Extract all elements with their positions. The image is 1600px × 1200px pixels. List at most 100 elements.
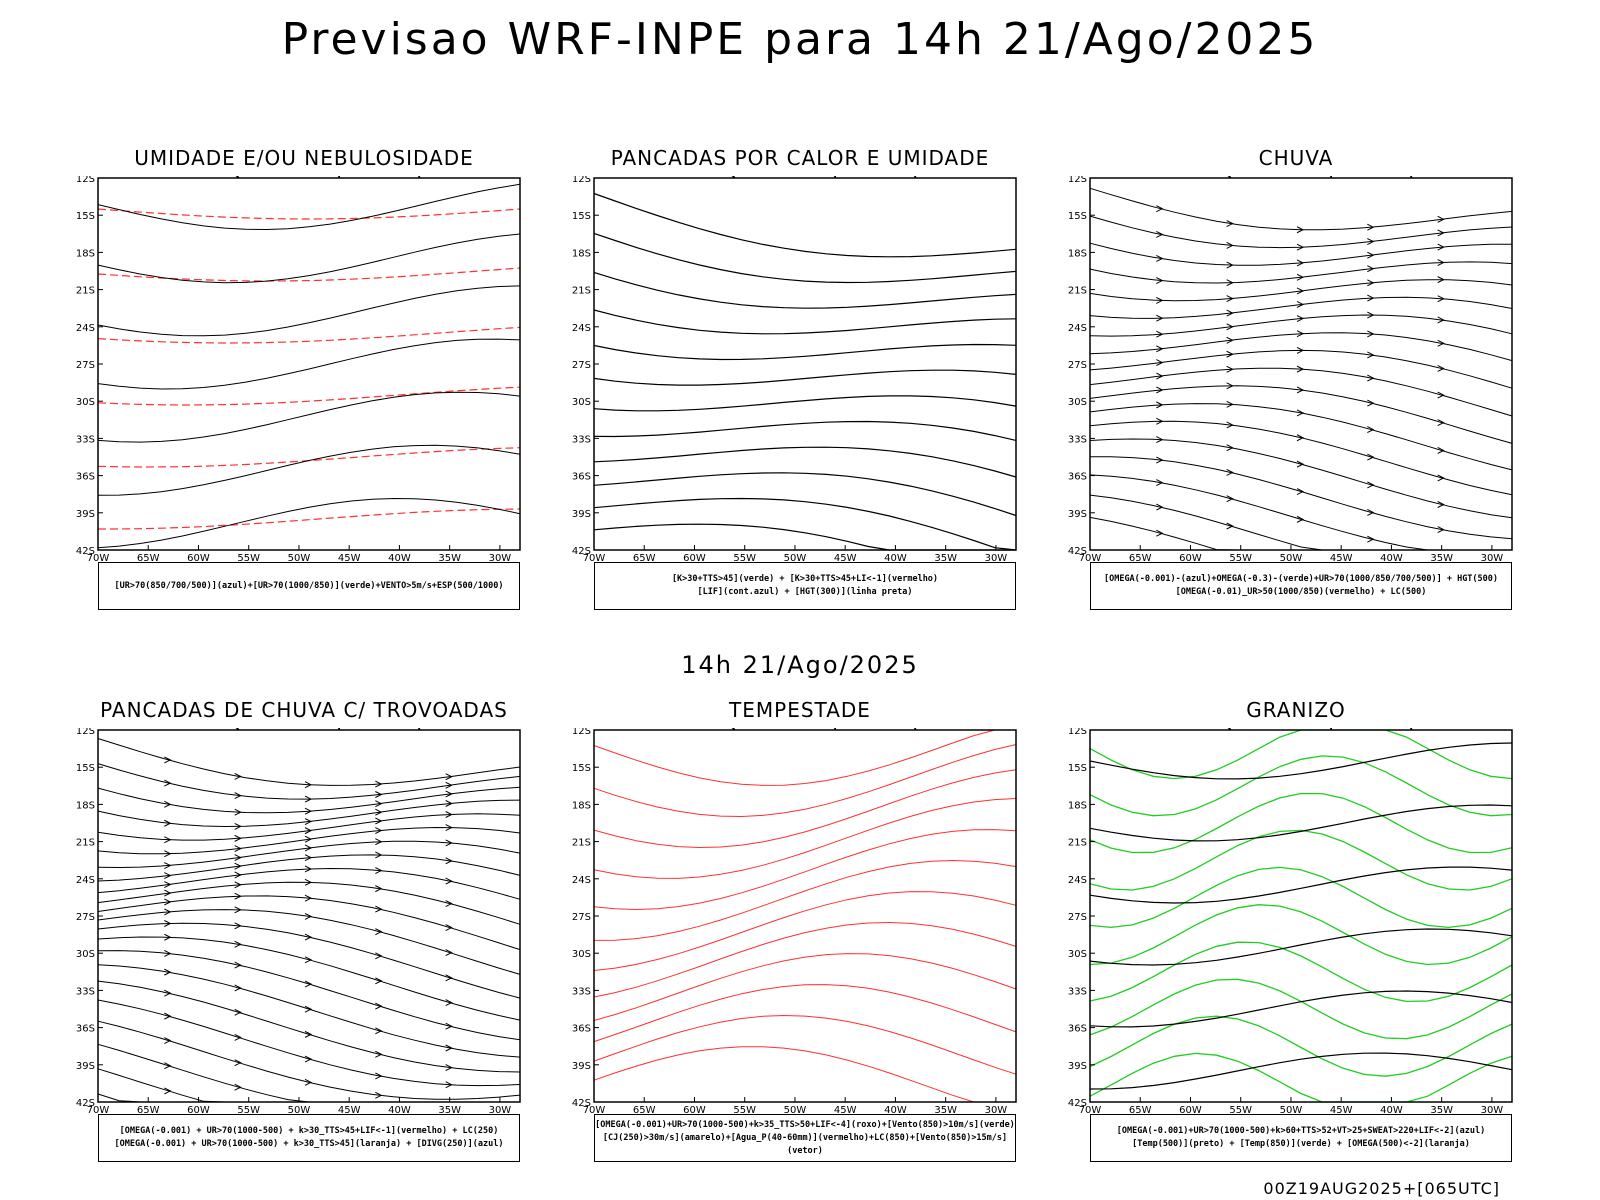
isobar <box>97 444 521 496</box>
lat-tick-label: 15S <box>1068 211 1087 222</box>
flow-arrow <box>375 800 383 808</box>
flow-arrow <box>375 838 383 846</box>
flow-arrow <box>1296 287 1305 295</box>
lat-tick-label: 21S <box>1068 286 1087 297</box>
isotherm <box>1089 904 1513 966</box>
flow-arrow <box>375 1072 383 1080</box>
streamline <box>593 859 1017 941</box>
streamline <box>97 950 521 1041</box>
lat-tick-label: 18S <box>76 248 95 259</box>
map-chuva: 5855825795765735705675645615585555525495… <box>1068 176 1513 561</box>
flow-arrow <box>1296 515 1305 523</box>
isotherm <box>1089 1052 1513 1103</box>
streamline <box>97 813 521 841</box>
flow-arrow <box>234 961 242 969</box>
lon-tick-label: 35W <box>1430 1105 1453 1113</box>
panel-chuva: CHUVA 5855825795765735705675645615585555… <box>1036 146 1513 626</box>
flow-arrow <box>445 974 453 982</box>
flow-arrow <box>1156 386 1164 394</box>
flow-arrow <box>1296 330 1305 338</box>
lon-tick-label: 60W <box>187 553 210 561</box>
lon-tick-label: 60W <box>1179 1105 1202 1113</box>
panel-legend: [K>30+TTS>45](verde) + [K>30+TTS>45+LI<-… <box>594 562 1016 610</box>
thickness-line <box>97 326 521 344</box>
flow-arrow <box>1437 339 1445 347</box>
flow-arrow <box>1156 372 1164 380</box>
streamline <box>97 786 521 814</box>
lon-tick-label: 55W <box>237 1105 260 1113</box>
isotherm <box>1089 866 1513 929</box>
lat-tick-label: 12S <box>572 728 591 737</box>
flow-arrow <box>164 872 172 880</box>
lat-tick-label: 27S <box>76 912 95 923</box>
lat-tick-label: 33S <box>572 434 591 445</box>
streamline <box>97 799 521 828</box>
lat-tick-label: 24S <box>76 875 95 886</box>
flow-arrow <box>445 1022 453 1030</box>
flow-arrow <box>1226 309 1234 317</box>
lat-tick-label: 15S <box>76 763 95 774</box>
lat-tick-label: 18S <box>76 800 95 811</box>
flow-arrow <box>234 862 242 870</box>
isotherm <box>1089 742 1513 780</box>
flow-arrow <box>1437 447 1445 454</box>
streamline <box>1089 279 1513 302</box>
temp850-green <box>1089 729 1513 1103</box>
flow-arrow <box>304 865 313 873</box>
flow-arrow <box>375 780 383 788</box>
flow-arrow <box>445 790 453 798</box>
isotherm <box>1089 990 1513 1028</box>
streamline <box>593 829 1017 911</box>
flow-arrow <box>1226 323 1234 331</box>
flow-arrow <box>1296 226 1305 234</box>
lon-tick-label: 70W <box>87 1105 110 1113</box>
flow-arrow <box>375 817 383 825</box>
lon-tick-label: 30W <box>489 553 512 561</box>
lat-tick-label: 30S <box>1068 949 1087 960</box>
flow-arrow <box>234 834 242 842</box>
flow-arrow <box>234 1008 242 1016</box>
flow-arrow <box>445 1081 453 1089</box>
flow-arrow <box>234 1083 242 1091</box>
flow-arrow <box>445 839 453 847</box>
lat-tick-label: 30S <box>76 949 95 960</box>
lon-tick-label: 55W <box>1229 1105 1252 1113</box>
lon-tick-label: 60W <box>1179 553 1202 561</box>
flow-arrow <box>164 968 172 976</box>
panel-pancadas-trovoadas: PANCADAS DE CHUVA C/ TROVOADAS 12S 15S 18S… <box>44 698 521 1178</box>
flow-arrow <box>445 781 453 789</box>
streamline <box>97 738 521 786</box>
flow-arrow <box>1226 400 1234 408</box>
hgt-line <box>593 343 1017 361</box>
flow-arrow <box>375 1050 383 1058</box>
flow-arrow <box>1156 296 1164 304</box>
flow-arrow <box>1156 417 1164 425</box>
flow-arrow <box>1437 419 1445 427</box>
flow-arrow <box>304 956 313 964</box>
flow-arrow <box>1226 261 1234 269</box>
flow-arrow <box>304 1078 313 1086</box>
flow-arrow <box>164 1062 172 1070</box>
legend-line: [OMEGA(-0.01)_UR>50(1000/850)(vermelho) … <box>1175 587 1427 597</box>
isobar <box>97 391 521 443</box>
streamline <box>97 999 521 1087</box>
flow-arrow <box>375 791 383 798</box>
panel-pancadas-calor: PANCADAS POR CALOR E UMIDADE 96009520944… <box>540 146 1017 626</box>
flow-arrow <box>1367 426 1375 434</box>
flow-arrow <box>1156 314 1164 322</box>
streamline <box>593 729 1016 786</box>
lon-tick-label: 45W <box>834 553 857 561</box>
isotherm <box>1089 755 1513 817</box>
flow-arrow <box>304 1005 313 1013</box>
streamline <box>1089 438 1513 519</box>
hgt-line <box>593 309 1017 335</box>
lon-tick-label: 55W <box>733 553 756 561</box>
lon-tick-label: 45W <box>1330 1105 1353 1113</box>
flow-arrow <box>304 818 313 825</box>
streamline <box>97 854 521 882</box>
flow-arrow <box>375 905 383 913</box>
lat-tick-label: 33S <box>1068 986 1087 997</box>
lon-tick-label: 60W <box>683 553 706 561</box>
panel-title: CHUVA <box>1258 146 1334 170</box>
